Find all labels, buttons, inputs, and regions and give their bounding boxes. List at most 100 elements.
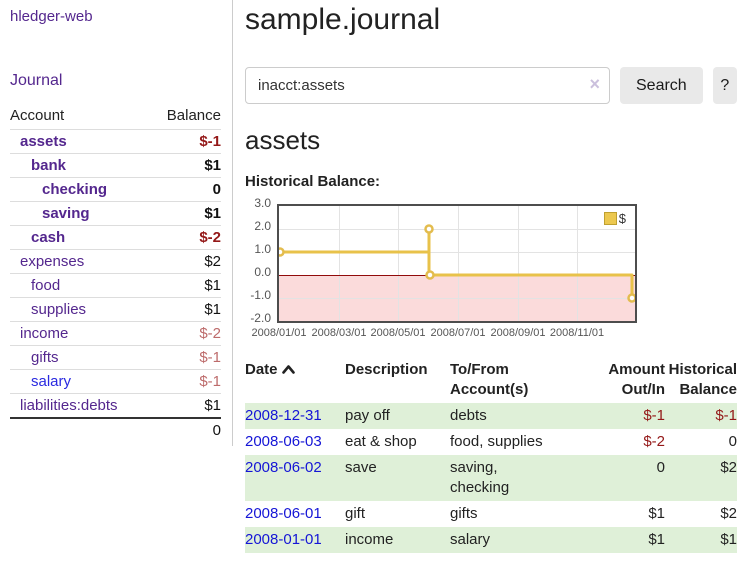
transaction-date-link[interactable]: 2008-06-03 <box>245 433 322 450</box>
account-row-expenses: expenses $2 <box>10 249 221 273</box>
account-balance: $1 <box>204 397 221 414</box>
account-link[interactable]: supplies <box>31 301 87 318</box>
account-balance: $-1 <box>199 373 221 390</box>
accounts-table-header: Account Balance <box>10 104 221 129</box>
account-link[interactable]: income <box>20 325 69 342</box>
historical-balance-chart: 3.0 2.0 1.0 0.0 -1.0 -2.0 <box>245 196 737 344</box>
account-row-assets: assets $-1 <box>10 129 221 153</box>
gridline <box>398 206 399 321</box>
page-title: sample.journal <box>245 3 441 36</box>
transaction-date-link[interactable]: 2008-06-01 <box>245 505 322 522</box>
accounts-total-row: 0 <box>10 417 221 442</box>
account-balance: $-2 <box>199 325 221 342</box>
search-input[interactable] <box>245 67 610 104</box>
gridline <box>339 206 340 321</box>
transaction-accounts: debts <box>450 407 487 424</box>
gridline <box>458 206 459 321</box>
account-balance: $1 <box>204 301 221 318</box>
transaction-description: save <box>345 459 377 476</box>
register-table: Date Description To/From Account(s) Amou… <box>245 357 737 553</box>
account-row-checking: checking 0 <box>10 177 221 201</box>
search-form: × Search ? <box>245 67 737 104</box>
transaction-amount: $1 <box>648 531 665 548</box>
description-column-header: Description <box>345 361 428 378</box>
amount-column-header: Amount Out/In <box>608 361 665 398</box>
transaction-row[interactable]: 2008-01-01 income salary $1 $1 <box>245 527 737 553</box>
x-axis-tick: 2008/09/01 <box>490 327 546 339</box>
transaction-description: gift <box>345 505 366 522</box>
transaction-balance: $2 <box>720 459 737 476</box>
transaction-row[interactable]: 2008-06-02 save saving, checking 0 $2 <box>245 455 737 501</box>
y-axis-tick: 0.0 <box>254 265 271 279</box>
transaction-description: eat & shop <box>345 433 417 450</box>
app-title-link[interactable]: hledger-web <box>10 8 93 25</box>
transaction-amount: $-1 <box>643 407 665 424</box>
transaction-date-link[interactable]: 2008-01-01 <box>245 531 322 548</box>
account-link[interactable]: expenses <box>20 253 85 270</box>
chart-plot-area[interactable]: $ <box>277 204 637 323</box>
account-row-liabilities-debts: liabilities:debts $1 <box>10 393 221 417</box>
gridline <box>279 298 635 299</box>
account-balance: $1 <box>204 205 221 222</box>
transaction-date-link[interactable]: 2008-12-31 <box>245 407 322 424</box>
chart-legend: $ <box>603 211 626 226</box>
date-column-header[interactable]: Date <box>245 357 345 403</box>
transaction-accounts: food, supplies <box>450 433 543 450</box>
account-link[interactable]: liabilities:debts <box>20 397 118 414</box>
balance-series-line <box>279 224 635 303</box>
account-link[interactable]: saving <box>42 205 90 222</box>
account-row-saving: saving $1 <box>10 201 221 225</box>
account-row-food: food $1 <box>10 273 221 297</box>
chart-heading: Historical Balance: <box>245 173 381 190</box>
account-link[interactable]: salary <box>31 373 72 390</box>
account-row-income: income $-2 <box>10 321 221 345</box>
account-row-bank: bank $1 <box>10 153 221 177</box>
date-header-label: Date <box>245 361 278 378</box>
account-row-salary: salary $-1 <box>10 369 221 393</box>
y-axis-tick: 2.0 <box>254 219 271 233</box>
account-link[interactable]: bank <box>31 157 67 174</box>
search-button[interactable]: Search <box>620 67 703 104</box>
gridline <box>279 229 635 230</box>
search-help-button[interactable]: ? <box>712 67 737 104</box>
x-axis-tick: 2008/11/01 <box>549 327 605 339</box>
account-link[interactable]: checking <box>42 181 108 198</box>
account-link[interactable]: assets <box>20 133 67 150</box>
account-balance: $-2 <box>199 229 221 246</box>
accounts-table: Account Balance assets $-1 bank $1 check… <box>10 104 221 442</box>
account-link[interactable]: gifts <box>31 349 59 366</box>
transaction-date-link[interactable]: 2008-06-02 <box>245 459 322 476</box>
account-balance: $2 <box>204 253 221 270</box>
balance-column-header: Historical Balance <box>668 361 737 398</box>
account-row-supplies: supplies $1 <box>10 297 221 321</box>
x-axis-tick: 2008/05/01 <box>370 327 426 339</box>
sidebar-item-journal[interactable]: Journal <box>10 72 63 89</box>
account-balance: 0 <box>212 181 221 198</box>
legend-label: $ <box>618 211 626 226</box>
transaction-balance: $1 <box>720 531 737 548</box>
sidebar: hledger-web Journal Account Balance asse… <box>0 0 233 446</box>
transaction-amount: $1 <box>648 505 665 522</box>
gridline <box>518 206 519 321</box>
transaction-row[interactable]: 2008-06-01 gift gifts $1 $2 <box>245 501 737 527</box>
transaction-row[interactable]: 2008-06-03 eat & shop food, supplies $-2… <box>245 429 737 455</box>
account-link[interactable]: cash <box>31 229 66 246</box>
y-axis-tick: 1.0 <box>254 242 271 256</box>
y-axis-tick: 3.0 <box>254 196 271 210</box>
transaction-balance: $2 <box>720 505 737 522</box>
transaction-balance: 0 <box>728 433 737 450</box>
x-axis-tick: 2008/01/01 <box>251 327 307 339</box>
account-balance: $1 <box>204 277 221 294</box>
clear-search-icon[interactable]: × <box>589 74 600 94</box>
account-link[interactable]: food <box>31 277 61 294</box>
sort-ascending-icon <box>281 360 295 380</box>
transaction-row[interactable]: 2008-12-31 pay off debts $-1 $-1 <box>245 403 737 429</box>
account-row-cash: cash $-2 <box>10 225 221 249</box>
account-balance: $1 <box>204 157 221 174</box>
transaction-amount: $-2 <box>643 433 665 450</box>
register-header-row: Date Description To/From Account(s) Amou… <box>245 357 737 403</box>
account-balance: $-1 <box>199 133 221 150</box>
search-box: × <box>245 67 610 104</box>
tofrom-column-header: To/From Account(s) <box>450 361 529 398</box>
y-axis-tick: -2.0 <box>250 311 271 325</box>
